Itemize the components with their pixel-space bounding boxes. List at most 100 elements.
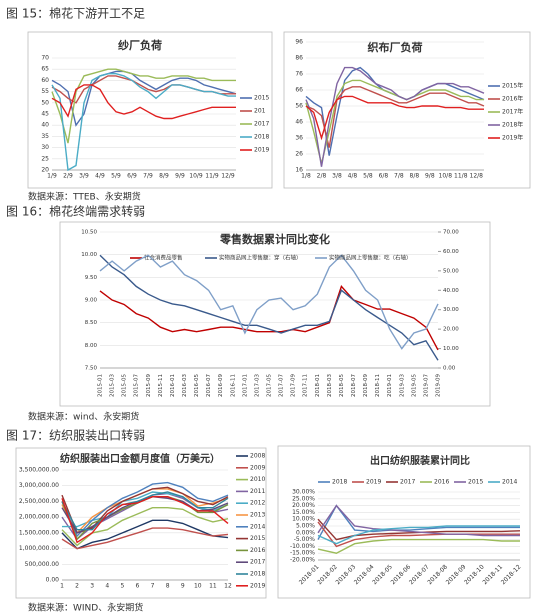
x-tick-label: 6	[136, 583, 140, 590]
series-line	[99, 254, 439, 361]
legend-label: 2014	[250, 523, 265, 530]
chart-frame	[15, 447, 267, 599]
x-tick-label: 2016-09	[218, 374, 224, 397]
x-tick-label: 2017-11	[303, 374, 309, 397]
x-tick-label: 3/8	[332, 173, 342, 180]
y-tick-label: 30.00%	[292, 489, 315, 496]
x-tick-label: 8	[166, 583, 170, 590]
legend-label: 2019年	[502, 134, 523, 142]
x-tick-label: 2017-07	[279, 374, 285, 397]
x-tick-label: 2017-09	[291, 374, 297, 397]
x-tick-label: 4/9	[95, 173, 105, 180]
legend-label: 2019	[250, 582, 265, 589]
series-line	[51, 73, 236, 172]
x-tick-label: 6/8	[379, 173, 389, 180]
legend-label: 2016年	[502, 95, 523, 103]
legend-label: 2019	[366, 479, 381, 486]
series-line	[51, 84, 236, 120]
x-tick-label: 2	[75, 583, 79, 590]
y-tick-label: 40	[41, 122, 49, 129]
legend-label: 社会消费品零售	[144, 254, 183, 262]
series-line	[61, 486, 229, 534]
y-tick-label: -15.00%	[290, 550, 315, 557]
legend-label: 2015	[468, 479, 483, 486]
legend-label: 2018	[332, 479, 347, 486]
y-tick-label: 500,000.00	[25, 561, 60, 568]
y-tick-label: 46	[295, 119, 303, 126]
y2-tick-label: 30.00	[443, 307, 459, 313]
y-tick-label: 76	[295, 71, 303, 78]
x-tick-label: 2018-09	[363, 374, 369, 397]
y-tick-label: 20	[41, 167, 49, 174]
x-tick-label: 2019-05	[411, 374, 417, 397]
y2-tick-label: 10.00	[443, 346, 459, 352]
x-tick-label: 2017-05	[267, 374, 273, 397]
figure-header: 图 15：棉花下游开工不足	[6, 6, 145, 21]
x-tick-label: 2015-09	[146, 374, 152, 397]
x-tick-label: 8/8	[410, 173, 420, 180]
y-tick-label: -10.00%	[290, 543, 315, 550]
chart-title: 零售数据累计同比变化	[219, 232, 330, 246]
y2-tick-label: 0.00	[443, 366, 456, 372]
y-tick-label: -20.00%	[290, 557, 315, 564]
y-tick-label: 16	[295, 167, 303, 174]
y-tick-label: 60	[41, 77, 49, 84]
legend-label: 2009	[250, 464, 265, 471]
y2-tick-label: 40.00	[443, 288, 459, 294]
y-tick-label: 3,500,000.00	[19, 467, 59, 474]
x-tick-label: 2019-03	[399, 374, 405, 397]
x-tick-label: 7/9	[143, 173, 153, 180]
x-tick-label: 2015-01	[98, 374, 104, 397]
x-tick-label: 2015-05	[122, 374, 128, 397]
legend-label: 201	[254, 108, 266, 115]
x-tick-label: 12	[224, 583, 232, 590]
y-tick-label: 2,000,000.00	[19, 514, 59, 521]
y-tick-label: 10.00%	[292, 516, 315, 523]
x-tick-label: 12/8	[470, 173, 484, 180]
x-tick-label: 7	[151, 583, 155, 590]
y-tick-label: 10.50	[81, 230, 97, 236]
legend-label: 实物商品网上零售额：吃（右轴）	[329, 254, 412, 262]
y-tick-label: 9.00	[85, 298, 98, 304]
y-tick-label: 0.00	[46, 577, 60, 584]
y-tick-label: 70	[41, 55, 49, 62]
chart-title: 织布厂负荷	[368, 40, 423, 54]
y-tick-label: 25.00%	[292, 495, 315, 502]
x-tick-label: 2018-07	[351, 374, 357, 397]
x-tick-label: 5/9	[111, 173, 121, 180]
x-tick-label: 9/9	[175, 173, 185, 180]
y-tick-label: 8.00	[85, 343, 98, 349]
legend-label: 2008	[250, 453, 265, 460]
x-tick-label: 2015-03	[110, 374, 116, 397]
x-tick-label: 2018-05	[339, 374, 345, 397]
y2-tick-label: 70.00	[443, 230, 459, 236]
series-line	[61, 481, 229, 538]
y2-tick-label: 50.00	[443, 268, 459, 274]
y-tick-label: 20.00%	[292, 502, 315, 509]
x-tick-label: 2018-11	[375, 374, 381, 397]
x-tick-label: 9	[181, 583, 185, 590]
x-tick-label: 10/8	[439, 173, 453, 180]
legend-label: 2017	[250, 559, 265, 566]
x-tick-label: 4	[105, 583, 109, 590]
y-tick-label: 96	[295, 39, 303, 46]
legend-label: 2018	[254, 134, 269, 141]
y-tick-label: 10.00	[81, 252, 97, 258]
x-tick-label: 2/9	[63, 173, 73, 180]
y-tick-label: 45	[41, 111, 49, 118]
y-tick-label: 5.00%	[296, 523, 315, 530]
y-tick-label: 1,000,000.00	[19, 545, 59, 552]
y2-tick-label: 60.00	[443, 249, 459, 255]
x-tick-label: 1/9	[47, 173, 57, 180]
legend-label: 2013	[250, 512, 265, 519]
x-tick-label: 10	[194, 583, 202, 590]
y-tick-label: 65	[41, 66, 49, 73]
x-tick-label: 2016-03	[182, 374, 188, 397]
legend-label: 2010	[250, 476, 265, 483]
series-line	[61, 527, 229, 550]
y-tick-label: 15.00%	[292, 509, 315, 516]
legend-label: 2015	[254, 95, 269, 102]
x-tick-label: 11/9	[205, 173, 219, 180]
y2-tick-label: 20.00	[443, 327, 459, 333]
y-tick-label: 86	[295, 55, 303, 62]
